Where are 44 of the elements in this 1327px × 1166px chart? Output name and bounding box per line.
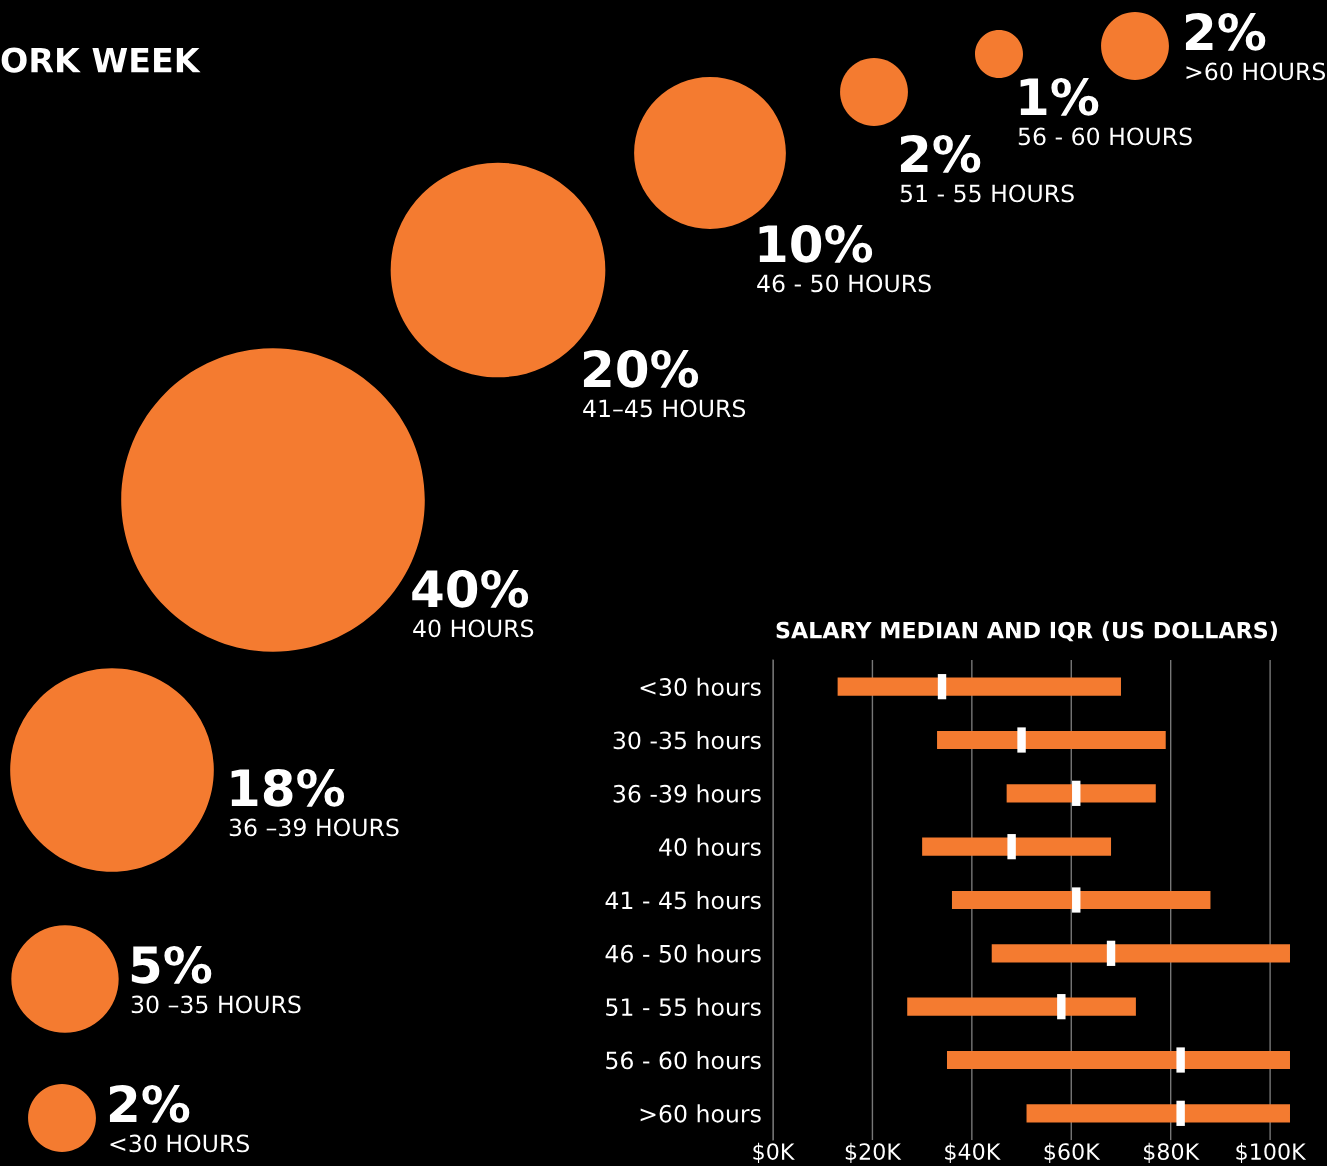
x-tick-label: $20K bbox=[845, 1142, 902, 1163]
y-tick-label: >60 hours bbox=[640, 1104, 761, 1123]
bar bbox=[907, 997, 1136, 1016]
category-label: 46 - 50 HOURS bbox=[757, 274, 931, 293]
y-tick-label: 36 -39 hours bbox=[613, 784, 761, 803]
category-label: 56 - 60 HOURS bbox=[1018, 127, 1192, 146]
bar bbox=[937, 730, 1166, 750]
bar bbox=[946, 1050, 1290, 1070]
chart-title: SALARY MEDIAN AND IQR (US DOLLARS) bbox=[776, 621, 1277, 642]
text: ORK WEEK bbox=[1, 47, 201, 73]
x-tick-label: $60K bbox=[1044, 1142, 1101, 1163]
y-tick-label: 56 - 60 hours bbox=[606, 1051, 761, 1070]
x-tick-label: $0K bbox=[753, 1142, 795, 1163]
category-label: 41–45 HOURS bbox=[583, 399, 746, 418]
data-label: 5% bbox=[131, 945, 212, 984]
bar bbox=[951, 890, 1211, 910]
y-tick-label: 40 hours bbox=[659, 837, 761, 856]
data-label: 2% bbox=[109, 1084, 190, 1123]
y-tick-label: 41 - 45 hours bbox=[605, 891, 761, 910]
category-label: <30 HOURS bbox=[110, 1134, 250, 1153]
data-label: 20% bbox=[583, 349, 699, 388]
data-label: 10% bbox=[759, 224, 873, 263]
data-label: 2% bbox=[900, 134, 981, 173]
bar bbox=[922, 837, 1112, 856]
y-tick-label: 46 - 50 hours bbox=[605, 944, 761, 963]
bar bbox=[991, 944, 1290, 963]
x-tick-label: $40K bbox=[945, 1142, 1001, 1163]
bar bbox=[837, 677, 1121, 696]
category-label: 36 –39 HOURS bbox=[229, 818, 399, 837]
x-tick-label: $80K bbox=[1144, 1142, 1200, 1163]
data-label: 18% bbox=[231, 768, 345, 807]
x-tick-label: $100K bbox=[1236, 1142, 1307, 1163]
data-label: 2% bbox=[1185, 12, 1266, 51]
bar bbox=[1026, 1104, 1290, 1123]
data-label: 40% bbox=[412, 569, 529, 608]
y-tick-label: 51 - 55 hours bbox=[606, 997, 761, 1016]
category-label: 40 HOURS bbox=[413, 619, 534, 638]
category-label: >60 HOURS bbox=[1186, 62, 1326, 81]
category-label: 30 –35 HOURS bbox=[131, 995, 301, 1014]
y-tick-label: 30 -35 hours bbox=[613, 731, 761, 750]
category-label: 51 - 55 HOURS bbox=[900, 184, 1074, 203]
y-tick-label: <30 hours bbox=[640, 677, 761, 696]
data-label: 1% bbox=[1020, 77, 1099, 116]
bar bbox=[1006, 784, 1156, 803]
